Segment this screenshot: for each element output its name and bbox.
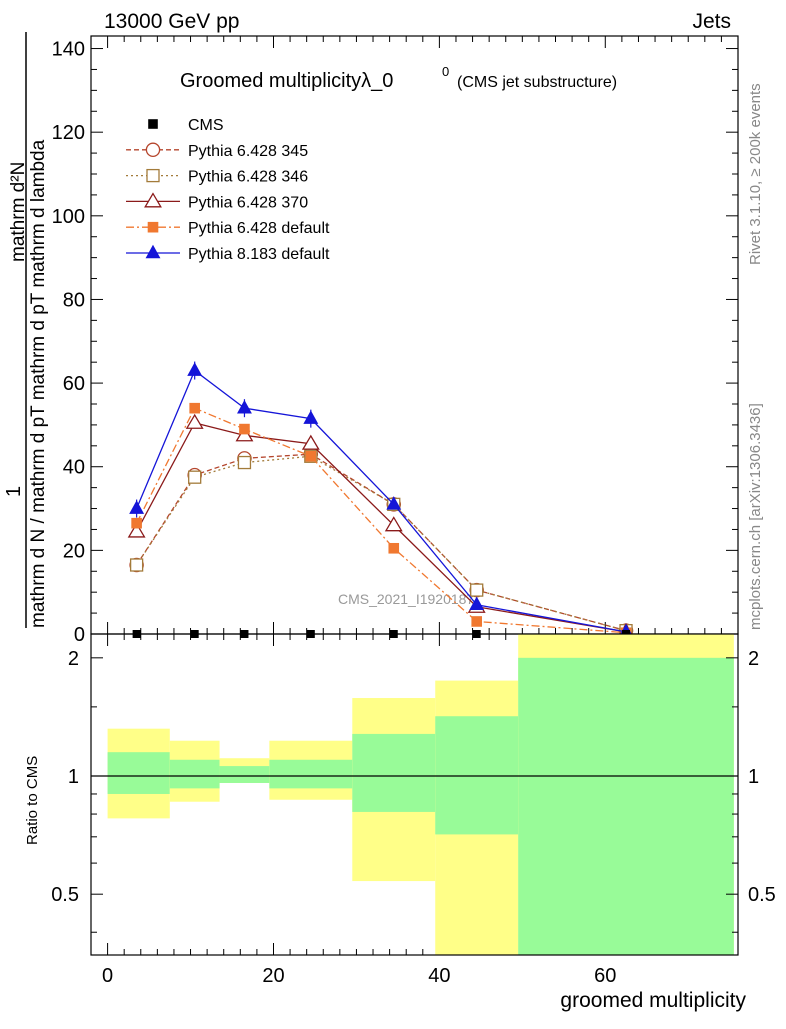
series-point (384, 516, 403, 532)
y-tick-label: 120 (52, 122, 85, 144)
series-point (471, 616, 483, 627)
series-point (188, 470, 202, 484)
ratio-band-green (219, 766, 270, 783)
chart-title-superscript: 0 (442, 64, 449, 79)
x-tick-label: 40 (428, 965, 450, 987)
y-tick-label: 80 (63, 289, 85, 311)
x-axis-title: groomed multiplicity (560, 989, 746, 1012)
ratio-band-green (169, 759, 220, 789)
legend-marker (147, 221, 159, 233)
series-point (237, 455, 252, 470)
legend: CMS Pythia 6.428 345 Pythia 6.428 346 Pythi… (126, 117, 330, 263)
series-point (386, 496, 402, 510)
series-point (469, 596, 485, 611)
watermark: CMS_2021_I1920187 (338, 591, 474, 607)
legend-label: Pythia 6.428 370 (188, 194, 308, 211)
series-point (305, 450, 317, 462)
y-tick-label: 100 (52, 206, 85, 228)
legend-label: Pythia 6.428 default (188, 220, 330, 237)
legend-label: Pythia 8.183 default (188, 246, 330, 263)
legend-marker (145, 142, 161, 158)
chart-title: Groomed multiplicityλ_0 0 (CMS jet subst… (180, 64, 617, 92)
ratio-tick-label-right: 1 (748, 766, 759, 788)
y-tick-label: 40 (63, 457, 85, 479)
ratio-tick-label-right: 2 (748, 648, 759, 670)
ratio-tick-label: 0.5 (51, 884, 79, 906)
legend-marker (144, 192, 162, 208)
series-point (388, 542, 400, 554)
ratio-band-green (435, 716, 519, 835)
ratio-tick-label: 2 (68, 648, 79, 670)
series-point (127, 522, 146, 538)
legend-marker (146, 168, 160, 183)
process-label: Jets (692, 10, 731, 33)
ratio-band-green (107, 752, 170, 794)
ratio-tick-label-right: 0.5 (748, 884, 776, 906)
legend-label: CMS (188, 117, 224, 134)
y-axis-title: 1 mathrm d²N mathrm d N / mathrm d pT ma… (3, 32, 49, 628)
y-axis-title-denominator: mathrm d N / mathrm d pT mathrm d pT mat… (28, 139, 49, 628)
mcplots-label: mcplots.cern.ch [arXiv:1306.3436] (747, 403, 764, 630)
collision-energy-label: 13000 GeV pp (104, 10, 239, 33)
x-tick-label: 20 (262, 965, 284, 987)
ratio-band-green (269, 759, 353, 789)
series-point (470, 583, 484, 597)
ratio-band-green (352, 733, 436, 812)
ratio-panel-frame (90, 633, 739, 956)
rivet-version-label: Rivet 3.1.10, ≥ 200k events (747, 83, 764, 265)
y-tick-label: 140 (52, 39, 85, 61)
series-point (239, 423, 250, 435)
series-point (185, 413, 204, 429)
ratio-axis-title: Ratio to CMS (24, 756, 41, 845)
chart-title-main: Groomed multiplicityλ_0 (180, 70, 393, 92)
y-axis-title-one: 1 (3, 486, 25, 497)
series-point (189, 402, 200, 414)
y-axis-title-numerator: mathrm d²N (8, 162, 29, 262)
ratio-tick-label: 1 (68, 766, 79, 788)
legend-marker (148, 119, 158, 129)
y-tick-label: 0 (74, 624, 85, 646)
chart-title-subtitle: (CMS jet substructure) (457, 74, 617, 91)
legend-marker (145, 244, 161, 259)
series-point (129, 558, 144, 572)
legend-label: Pythia 6.428 345 (188, 143, 308, 160)
legend-label: Pythia 6.428 346 (188, 169, 308, 186)
x-tick-label: 0 (102, 965, 113, 987)
series-point (301, 434, 320, 450)
ratio-band-green (518, 657, 734, 955)
y-tick-label: 20 (63, 540, 85, 562)
x-tick-label: 60 (594, 965, 616, 987)
y-tick-label: 60 (63, 373, 85, 395)
ratio-panel: 0.5 0.51 12 20 20 40 60 (51, 633, 776, 987)
series-point (131, 517, 142, 529)
